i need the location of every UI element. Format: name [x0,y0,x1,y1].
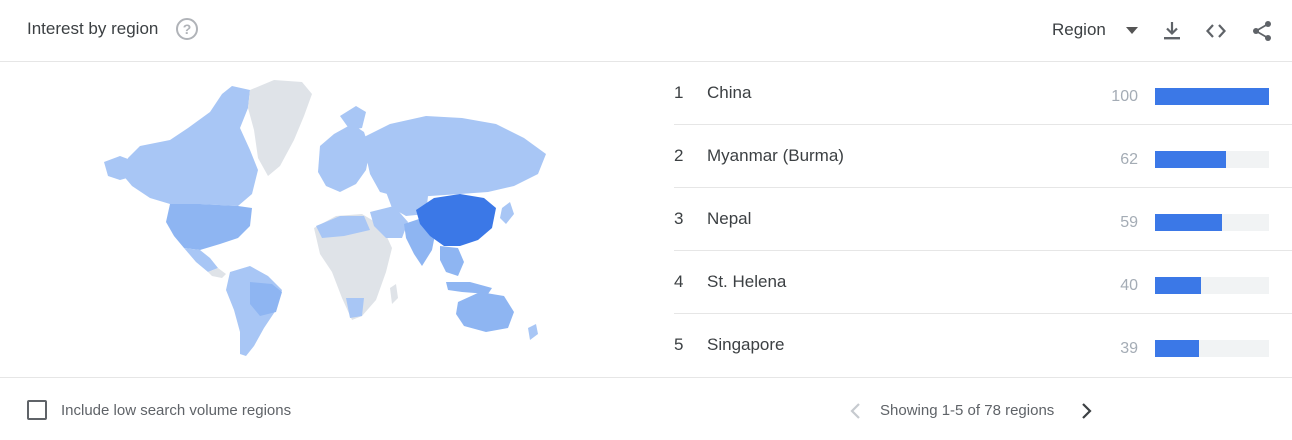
score-bar-track [1155,88,1269,105]
region-rank: 1 [674,83,684,102]
map-region-russia[interactable] [362,116,546,198]
map-region-europe[interactable] [318,124,370,192]
share-icon[interactable] [1250,19,1274,43]
download-icon[interactable] [1160,19,1184,43]
map-region-southeast-asia[interactable] [440,246,464,276]
score-bar [1155,277,1201,294]
map-region-brazil[interactable] [250,282,282,316]
score-bar-track [1155,277,1269,294]
map-region-central-america[interactable] [208,268,226,278]
map-region-africa[interactable] [314,214,392,320]
chevron-left-icon[interactable] [848,402,864,420]
region-name[interactable]: St. Helena [707,272,787,291]
score-bar [1155,340,1200,357]
world-map[interactable] [100,76,560,362]
map-region-mexico[interactable] [184,248,218,272]
map-region-new-zealand[interactable] [528,324,538,340]
region-score: 100 [1111,88,1138,105]
region-name[interactable]: Myanmar (Burma) [707,146,844,165]
region-select-label: Region [1052,20,1106,39]
region-resolution-select[interactable]: Region [1050,18,1142,44]
region-list: 1 China 100 2 Myanmar (Burma) 62 3 Nepal… [674,62,1292,377]
low-volume-checkbox[interactable] [27,400,47,420]
map-region-north-africa[interactable] [316,216,370,238]
score-bar-track [1155,340,1269,357]
map-region-china[interactable] [416,194,496,246]
low-volume-checkbox-label[interactable]: Include low search volume regions [61,402,292,419]
region-row[interactable]: 5 Singapore 39 [674,314,1292,377]
region-name[interactable]: Singapore [707,335,785,354]
region-name[interactable]: Nepal [707,209,752,228]
caret-down-icon [1126,27,1138,34]
map-region-australia[interactable] [456,292,514,332]
region-score: 39 [1120,340,1138,357]
region-row[interactable]: 2 Myanmar (Burma) 62 [674,125,1292,188]
region-row[interactable]: 4 St. Helena 40 [674,251,1292,314]
region-score: 59 [1120,214,1138,231]
map-region-united-states[interactable] [166,204,252,250]
region-rank: 4 [674,272,684,291]
region-rank: 3 [674,209,684,228]
card-header: Interest by region ? Region [0,0,1292,62]
region-score: 40 [1120,277,1138,294]
chevron-right-icon[interactable] [1078,402,1094,420]
map-region-southern-africa[interactable] [346,298,364,318]
region-rank: 2 [674,146,684,165]
embed-code-icon[interactable] [1204,19,1228,43]
help-icon[interactable]: ? [176,18,198,40]
region-rank: 5 [674,335,684,354]
region-row[interactable]: 1 China 100 [674,62,1292,125]
region-name[interactable]: China [707,83,752,102]
map-region-canada[interactable] [122,86,258,206]
map-region-alaska[interactable] [104,156,136,180]
card-footer: Include low search volume regions Showin… [0,377,1292,440]
card-title: Interest by region [27,19,159,38]
map-region-middle-east[interactable] [370,206,408,238]
score-bar [1155,88,1269,105]
map-region-greenland[interactable] [248,80,312,176]
score-bar-track [1155,151,1269,168]
region-score: 62 [1120,151,1138,168]
score-bar-track [1155,214,1269,231]
pagination-text: Showing 1-5 of 78 regions [880,402,1055,419]
map-region-japan[interactable] [500,202,514,224]
score-bar [1155,151,1226,168]
map-region-scandinavia[interactable] [340,106,366,130]
region-row[interactable]: 3 Nepal 59 [674,188,1292,251]
map-region-madagascar[interactable] [390,284,398,304]
map-region-indonesia[interactable] [446,282,492,294]
score-bar [1155,214,1223,231]
